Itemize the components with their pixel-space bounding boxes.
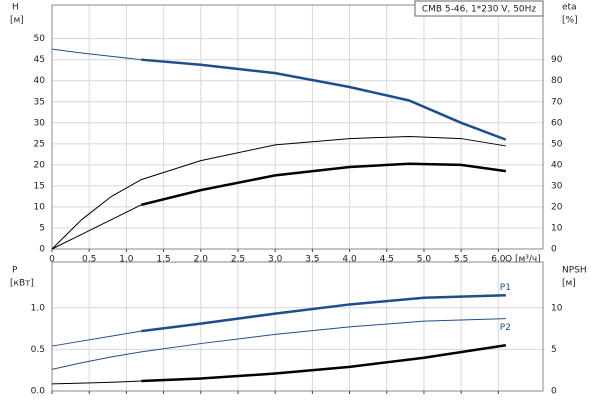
y-tick-label: 10 bbox=[34, 202, 46, 212]
chart-title: CMB 5-46, 1*230 V, 50Hz bbox=[422, 5, 537, 15]
y-tick-label: 50 bbox=[34, 34, 46, 44]
y-tick-label: 0.5 bbox=[31, 345, 45, 355]
y2-tick-label: 80 bbox=[551, 76, 563, 86]
curve-label: P1 bbox=[500, 283, 511, 293]
y-tick-label: 25 bbox=[34, 139, 45, 149]
y2-tick-label: 90 bbox=[551, 55, 563, 65]
x-label: Q [м³/ч] bbox=[505, 255, 541, 265]
y2-label-unit: [м] bbox=[562, 279, 576, 289]
y-tick-label: 0 bbox=[39, 245, 45, 255]
x-tick-label: 1,0 bbox=[119, 255, 134, 265]
curve bbox=[51, 135, 506, 250]
curve bbox=[141, 294, 506, 333]
x-tick-label: 0,5 bbox=[82, 255, 96, 265]
y2-tick-label: 60 bbox=[551, 118, 563, 128]
y2-tick-label: 10 bbox=[551, 223, 563, 233]
x-tick-label: 5,0 bbox=[417, 255, 432, 265]
y-tick-label: 40 bbox=[34, 76, 46, 86]
y2-tick-label: 70 bbox=[551, 97, 563, 107]
y2-tick-label: 50 bbox=[551, 139, 563, 149]
plot-frame bbox=[51, 4, 544, 250]
curve bbox=[140, 162, 506, 207]
y-tick-label: 1.0 bbox=[31, 303, 46, 313]
y-tick-label: 15 bbox=[34, 181, 45, 191]
y-label-unit: [кВт] bbox=[10, 279, 34, 289]
curve bbox=[51, 204, 142, 250]
y2-tick-label: 40 bbox=[551, 160, 563, 170]
y-tick-label: 30 bbox=[34, 118, 46, 128]
x-tick-label: 0 bbox=[49, 255, 55, 265]
y2-tick-label: 30 bbox=[551, 181, 563, 191]
y-tick-label: 20 bbox=[34, 160, 46, 170]
plot-frame bbox=[51, 261, 544, 392]
x-tick-label: 4,5 bbox=[380, 255, 394, 265]
y2-tick-label: 0 bbox=[551, 245, 557, 255]
y-label: P bbox=[12, 266, 18, 276]
x-tick-label: 4,0 bbox=[342, 255, 357, 265]
x-tick-label: 3,0 bbox=[268, 255, 283, 265]
y-tick-label: 0.0 bbox=[31, 387, 46, 397]
curve bbox=[51, 380, 142, 385]
y-tick-label: 5 bbox=[39, 223, 45, 233]
y2-label: eta bbox=[562, 3, 577, 13]
y2-tick-label: 10 bbox=[551, 303, 563, 313]
y2-tick-label: 20 bbox=[551, 202, 563, 212]
x-tick-label: 3,5 bbox=[305, 255, 319, 265]
curve bbox=[141, 58, 507, 141]
y2-tick-label: 5 bbox=[551, 345, 557, 355]
x-tick-label: 6,0 bbox=[491, 255, 506, 265]
curve-label: P2 bbox=[500, 323, 511, 333]
y-tick-label: 35 bbox=[34, 97, 45, 107]
curve bbox=[51, 330, 142, 347]
y-label-unit: [м] bbox=[10, 16, 24, 26]
y2-tick-label: 0 bbox=[551, 387, 557, 397]
y-label: H bbox=[12, 3, 19, 13]
title-box bbox=[414, 0, 544, 17]
curve bbox=[51, 318, 506, 370]
curve bbox=[51, 48, 142, 61]
y2-label: NPSH bbox=[562, 266, 587, 276]
x-tick-label: 2,0 bbox=[194, 255, 209, 265]
curve bbox=[141, 343, 506, 383]
x-tick-label: 5,5 bbox=[454, 255, 468, 265]
y-tick-label: 45 bbox=[34, 55, 45, 65]
y2-label-unit: [%] bbox=[562, 16, 578, 26]
x-tick-label: 2,5 bbox=[231, 255, 245, 265]
x-tick-label: 1,5 bbox=[156, 255, 170, 265]
